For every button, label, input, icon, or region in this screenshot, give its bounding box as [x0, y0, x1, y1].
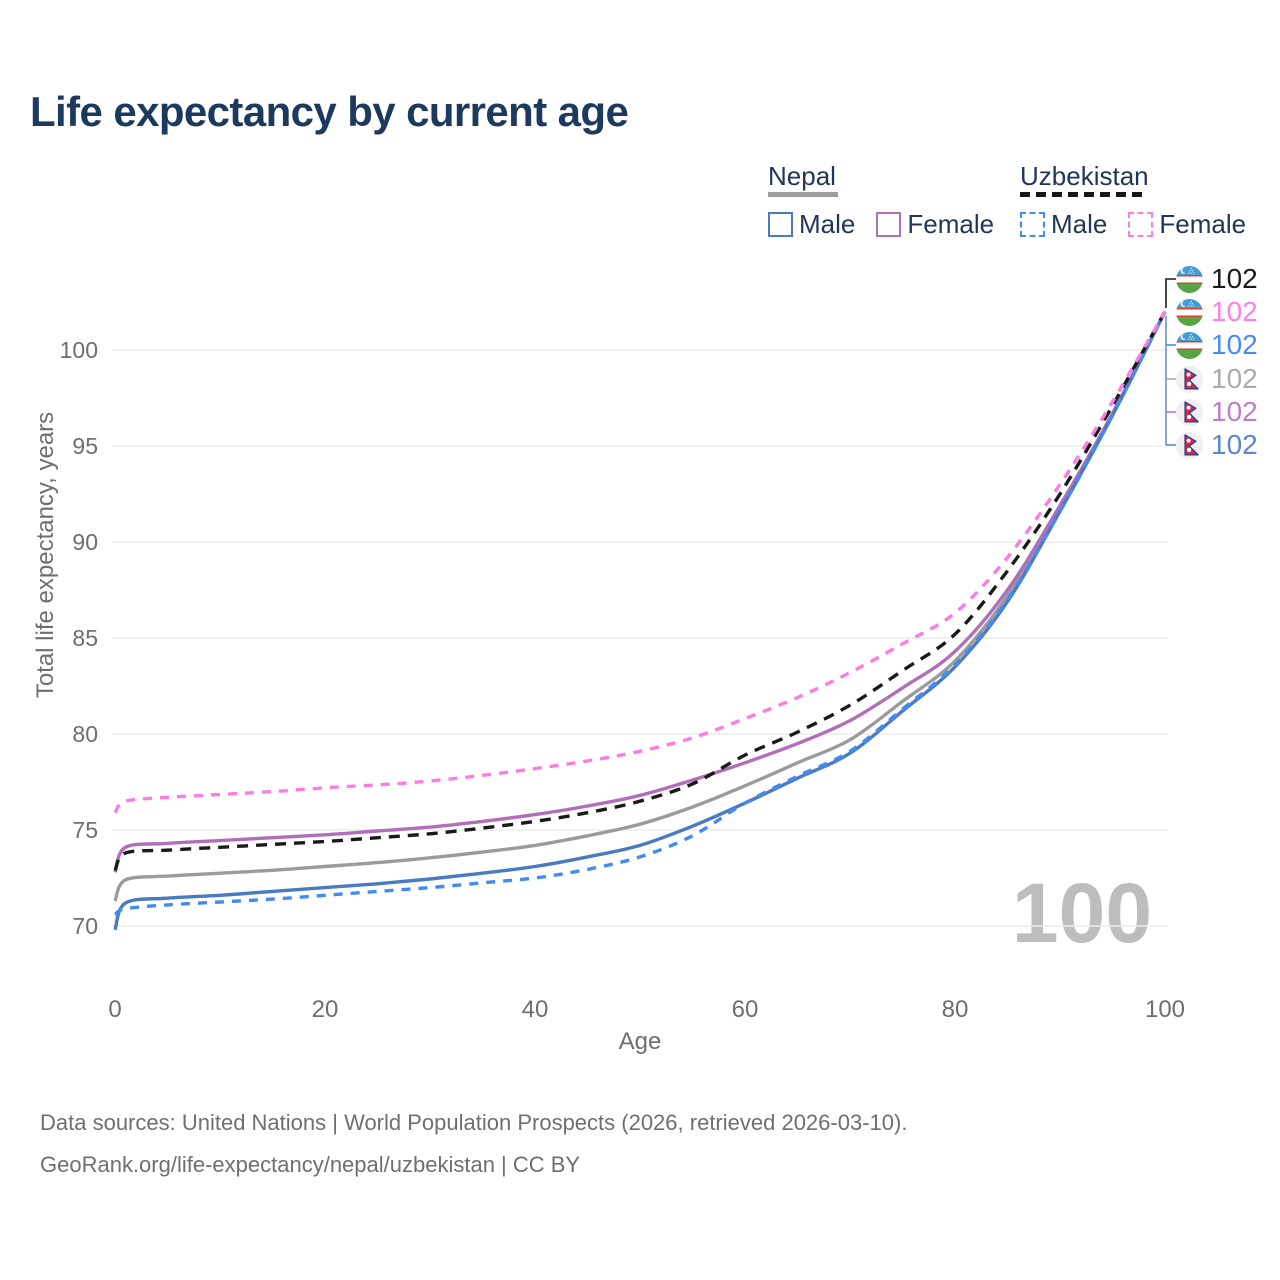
nepal-flag-icon	[1176, 365, 1203, 393]
legend-swatch-uzbekistan-male[interactable]	[1020, 212, 1045, 237]
uzbekistan-flag-icon	[1176, 265, 1203, 293]
y-tick-85: 85	[72, 625, 98, 651]
legend-uzbekistan-underline-swatch	[1020, 192, 1148, 197]
x-tick-0: 0	[108, 996, 122, 1023]
y-tick-75: 75	[72, 817, 98, 843]
legend-swatch-uzbekistan-female[interactable]	[1128, 212, 1154, 237]
x-tick-20: 20	[311, 996, 339, 1023]
end-label-nepal-male: 102	[1176, 428, 1258, 462]
y-tick-70: 70	[72, 913, 98, 939]
connector-uzbekistan-total	[1165, 278, 1176, 308]
legend-nepal-items: Male Female	[768, 209, 1015, 240]
end-label-value: 102	[1211, 263, 1258, 294]
end-label-value: 102	[1211, 429, 1258, 460]
legend-label-uzbekistan-male[interactable]: Male	[1051, 209, 1108, 239]
series-line-uzbekistan-female	[113, 310, 1167, 814]
y-tick-100: 100	[59, 337, 98, 363]
uzbekistan-flag-icon	[1176, 298, 1203, 326]
legend-group-uzbekistan-name[interactable]: Uzbekistan	[1020, 161, 1149, 191]
legend-label-nepal-female[interactable]: Female	[907, 209, 995, 239]
legend-swatch-nepal-female[interactable]	[876, 212, 902, 237]
legend-group-nepal[interactable]: Nepal Male Female	[768, 162, 1015, 240]
legend-label-uzbekistan-female[interactable]: Female	[1159, 209, 1247, 239]
end-label-uzbekistan-female: 102	[1176, 295, 1258, 329]
legend-swatch-nepal-male[interactable]	[768, 212, 793, 237]
series-line-nepal-female	[113, 310, 1167, 873]
footer-sources: Data sources: United Nations | World Pop…	[40, 1110, 908, 1135]
series-line-uzbekistan-male	[113, 310, 1167, 916]
y-tick-90: 90	[72, 529, 98, 555]
end-label-value: 102	[1211, 329, 1258, 360]
legend-group-uzbekistan[interactable]: Uzbekistan Male Female	[1020, 162, 1267, 240]
series-line-uzbekistan-total	[113, 310, 1167, 872]
end-label-value: 102	[1211, 363, 1258, 394]
x-tick-60: 60	[731, 996, 759, 1023]
end-label-uzbekistan-male: 102	[1176, 328, 1258, 362]
uzbekistan-flag-icon	[1176, 331, 1203, 359]
legend-uzbekistan-items: Male Female	[1020, 209, 1267, 240]
end-label-nepal-total: 102	[1176, 362, 1258, 396]
series-line-nepal-male	[113, 310, 1167, 931]
y-tick-95: 95	[72, 433, 98, 459]
end-label-nepal-female: 102	[1176, 395, 1258, 429]
footer-attribution: GeoRank.org/life-expectancy/nepal/uzbeki…	[40, 1152, 581, 1177]
x-axis-title: Age	[618, 1028, 662, 1055]
legend-group-nepal-name[interactable]: Nepal	[768, 161, 836, 191]
nepal-flag-icon	[1176, 398, 1203, 426]
series-line-nepal-total	[113, 310, 1167, 902]
end-label-uzbekistan-total: 102	[1176, 262, 1258, 296]
y-tick-80: 80	[72, 721, 98, 747]
legend-nepal-underline-swatch	[768, 192, 838, 197]
x-tick-100: 100	[1144, 996, 1186, 1023]
age-watermark: 100	[1011, 866, 1153, 960]
x-tick-80: 80	[941, 996, 969, 1023]
nepal-flag-icon	[1176, 431, 1203, 459]
page-title: Life expectancy by current age	[30, 88, 629, 135]
end-label-value: 102	[1211, 396, 1258, 427]
legend-label-nepal-male[interactable]: Male	[799, 209, 856, 239]
x-tick-40: 40	[521, 996, 549, 1023]
end-label-value: 102	[1211, 296, 1258, 327]
